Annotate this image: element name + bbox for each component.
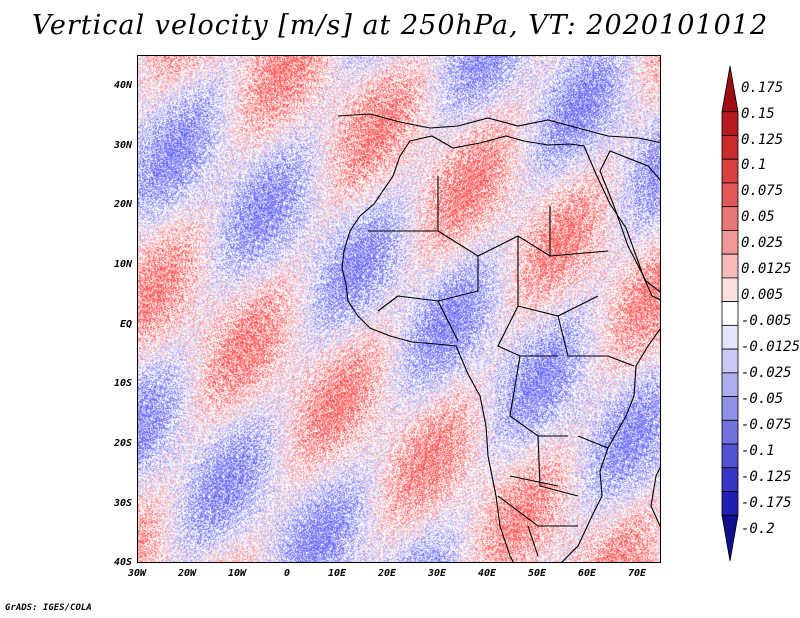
colorbar-swatch bbox=[721, 467, 739, 492]
map-title: Vertical velocity [m/s] at 250hPa, VT: 2… bbox=[31, 10, 769, 41]
lon-label: 40E bbox=[477, 568, 497, 579]
colorbar-swatch bbox=[721, 419, 739, 445]
colorbar-swatch bbox=[721, 230, 739, 255]
colorbar-label: -0.005 bbox=[741, 313, 792, 329]
colorbar-label: 0.005 bbox=[741, 287, 784, 303]
coastlines-borders bbox=[337, 113, 660, 562]
colorbar-swatch bbox=[721, 158, 739, 184]
colorbar-label: 0.05 bbox=[741, 209, 775, 225]
colorbar-swatch bbox=[721, 396, 739, 421]
lat-label: 10S bbox=[113, 378, 132, 389]
colorbar-label: 0.15 bbox=[741, 106, 775, 122]
colorbar-label: 0.125 bbox=[741, 132, 784, 148]
colorbar-label: 0.075 bbox=[741, 183, 784, 199]
lon-label: 20W bbox=[177, 568, 197, 579]
credit-text: GrADS: IGES/COLA bbox=[5, 603, 92, 613]
colorbar-label: -0.175 bbox=[741, 495, 792, 511]
colorbar-swatch bbox=[721, 301, 739, 326]
colorbar-label: 0.1 bbox=[741, 157, 767, 173]
velocity-map bbox=[137, 55, 661, 563]
colorbar-label: -0.125 bbox=[741, 469, 792, 485]
lon-label: 30W bbox=[127, 568, 147, 579]
arabia-coastline bbox=[599, 150, 660, 293]
lat-label: 20N bbox=[113, 199, 132, 210]
lon-label: 60E bbox=[577, 568, 597, 579]
lon-label: 0 bbox=[283, 568, 291, 579]
colorbar-label: 0.175 bbox=[741, 80, 784, 96]
lat-label: EQ bbox=[119, 319, 132, 330]
colorbar-swatch bbox=[721, 206, 739, 231]
colorbar-swatch bbox=[721, 491, 739, 516]
africa-coastline bbox=[341, 135, 660, 562]
colorbar-swatch bbox=[721, 277, 739, 303]
colorbar-swatch bbox=[721, 443, 739, 469]
colorbar-swatch bbox=[721, 253, 739, 279]
colorbar-label: -0.2 bbox=[741, 521, 775, 537]
colorbar-swatch bbox=[721, 135, 739, 160]
colorbar-swatch bbox=[721, 514, 739, 562]
lon-label: 30E bbox=[427, 568, 447, 579]
lat-label: 10N bbox=[113, 259, 132, 270]
colorbar-label: -0.0125 bbox=[741, 339, 800, 355]
country-borders bbox=[368, 176, 635, 557]
lat-label: 40S bbox=[113, 557, 132, 568]
colorbar-label: 0.025 bbox=[741, 235, 784, 251]
colorbar-swatch bbox=[721, 324, 739, 350]
lon-label: 10E bbox=[327, 568, 347, 579]
colorbar-label: -0.05 bbox=[741, 391, 784, 407]
colorbar-swatch bbox=[721, 348, 739, 374]
lon-label: 10W bbox=[227, 568, 247, 579]
colorbar-label: 0.0125 bbox=[741, 261, 792, 277]
lat-label: 30N bbox=[113, 140, 132, 151]
colorbar-label: -0.1 bbox=[741, 443, 775, 459]
lon-label: 70E bbox=[627, 568, 647, 579]
colorbar-swatch bbox=[721, 372, 739, 397]
lat-label: 20S bbox=[113, 438, 132, 449]
colorbar-swatch bbox=[721, 182, 739, 208]
colorbar-swatch bbox=[721, 111, 739, 136]
colorbar-swatch bbox=[721, 65, 739, 113]
lat-label: 30S bbox=[113, 498, 132, 509]
lon-label: 20E bbox=[377, 568, 397, 579]
europe-coastline bbox=[337, 113, 660, 143]
lon-label: 50E bbox=[527, 568, 547, 579]
colorbar-label: -0.075 bbox=[741, 417, 792, 433]
colorbar-label: -0.025 bbox=[741, 365, 792, 381]
lat-label: 40N bbox=[113, 80, 132, 91]
